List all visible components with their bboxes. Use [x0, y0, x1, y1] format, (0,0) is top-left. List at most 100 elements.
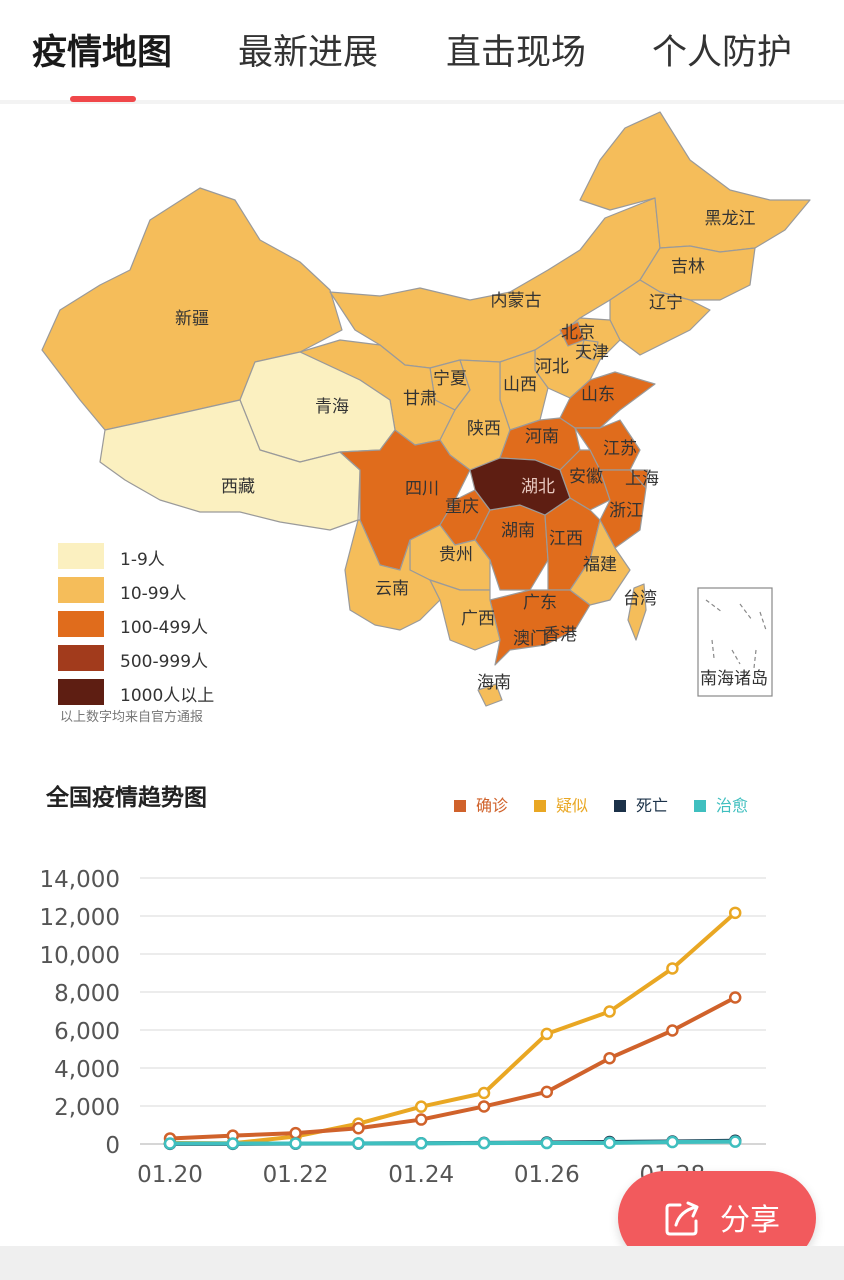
data-point[interactable] [226, 1137, 240, 1150]
data-point[interactable] [540, 1085, 554, 1099]
share-icon [665, 1201, 699, 1236]
region-liaoning[interactable] [609, 279, 711, 356]
province-label: 海南 [477, 673, 511, 693]
province-label: 澳门 [513, 629, 547, 649]
chart-legend-item-confirmed[interactable]: 确诊 [454, 792, 508, 816]
chart-title: 全国疫情趋势图 [46, 785, 207, 811]
x-tick-label: 01.20 [137, 1162, 203, 1188]
y-tick-label: 4,000 [54, 1057, 120, 1083]
legend-label-suspected: 疑似 [556, 796, 589, 815]
data-point[interactable] [477, 1086, 491, 1100]
data-point[interactable] [603, 1005, 616, 1018]
province-label: 江苏 [603, 439, 637, 459]
tab-personal-protection[interactable]: 个人防护 [652, 33, 793, 73]
series-line-1 [169, 911, 737, 1146]
province-label: 甘肃 [403, 389, 437, 409]
legend-item: 100-499人 [58, 611, 278, 638]
legend-swatch-confirmed [454, 799, 466, 812]
province-label: 天津 [575, 343, 609, 363]
data-point[interactable] [540, 1027, 554, 1041]
data-point[interactable] [666, 1135, 679, 1149]
tab-live-scene[interactable]: 直击现场 [446, 33, 587, 73]
data-point[interactable] [666, 1024, 679, 1037]
chart-legend-item-cured[interactable]: 治愈 [694, 792, 748, 816]
tab-latest-progress[interactable]: 最新进展 [238, 33, 379, 73]
province-label: 湖北 [521, 477, 555, 497]
data-point[interactable] [477, 1100, 491, 1113]
data-point[interactable] [352, 1137, 365, 1150]
data-point[interactable] [728, 906, 742, 920]
province-label: 青海 [315, 397, 349, 417]
legend-label-cured: 治愈 [716, 796, 749, 815]
region-hainan[interactable] [477, 683, 503, 707]
province-label: 四川 [405, 479, 439, 499]
bottom-bar [0, 1246, 844, 1280]
legend-swatch-suspected [534, 799, 546, 812]
south-china-sea-inset [697, 587, 773, 697]
legend-swatch [58, 645, 104, 671]
x-tick-label: 01.26 [514, 1162, 580, 1188]
chart-legend-item-deaths[interactable]: 死亡 [614, 792, 668, 816]
region-taiwan[interactable] [627, 583, 647, 641]
province-label: 内蒙古 [491, 291, 542, 311]
tab-epidemic-map[interactable]: 疫情地图 [32, 33, 173, 73]
legend-label-confirmed: 确诊 [476, 796, 509, 815]
legend-swatch [58, 611, 104, 637]
y-tick-label: 8,000 [54, 981, 120, 1007]
y-tick-label: 0 [105, 1133, 120, 1159]
province-label: 香港 [543, 625, 577, 645]
series-line-3 [170, 1139, 736, 1146]
data-point[interactable] [728, 991, 742, 1004]
data-point[interactable] [540, 1136, 554, 1150]
province-label: 重庆 [445, 497, 479, 517]
province-label: 山西 [503, 375, 537, 395]
province-label: 河南 [525, 427, 559, 447]
province-label: 广东 [523, 593, 557, 613]
province-label: 上海 [625, 469, 659, 489]
province-label: 安徽 [569, 467, 603, 487]
y-tick-label: 6,000 [54, 1019, 120, 1045]
legend-item: 10-99人 [58, 577, 278, 604]
data-point[interactable] [414, 1100, 428, 1113]
legend-label-deaths: 死亡 [636, 796, 669, 815]
legend-item: 1-9人 [58, 543, 278, 570]
data-point[interactable] [477, 1136, 491, 1150]
legend-swatch-cured [694, 799, 706, 812]
province-label: 黑龙江 [705, 209, 756, 229]
region-tibet[interactable] [99, 399, 361, 531]
data-point[interactable] [728, 1135, 742, 1148]
legend-item: 1000人以上 [58, 679, 278, 706]
region-guangxi[interactable] [429, 579, 501, 651]
legend-label: 1-9人 [120, 550, 165, 570]
data-point[interactable] [289, 1137, 302, 1150]
province-label: 福建 [583, 555, 617, 575]
active-tab-indicator [70, 96, 136, 102]
province-label: 辽宁 [649, 293, 683, 313]
legend-item: 500-999人 [58, 645, 278, 672]
data-point[interactable] [414, 1113, 428, 1126]
data-point[interactable] [289, 1126, 302, 1140]
province-label: 贵州 [439, 545, 473, 565]
province-label: 山东 [581, 385, 615, 405]
chart-legend-item-suspected[interactable]: 疑似 [534, 792, 588, 816]
data-point[interactable] [603, 1136, 616, 1150]
data-point[interactable] [352, 1121, 365, 1135]
province-label: 云南 [375, 579, 409, 599]
legend-swatch [58, 679, 104, 705]
series-line-0 [169, 995, 737, 1141]
region-tianjin[interactable] [579, 339, 599, 361]
legend-swatch [58, 577, 104, 603]
province-label: 湖南 [501, 521, 535, 541]
data-point[interactable] [603, 1051, 616, 1065]
map-source-note: 以上数字均来自官方通报 [60, 710, 204, 725]
data-point[interactable] [666, 962, 679, 975]
region-guangdong[interactable] [489, 589, 591, 666]
region-fujian[interactable] [569, 519, 631, 606]
data-point[interactable] [414, 1137, 428, 1150]
region-zhejiang[interactable] [599, 469, 647, 549]
data-point[interactable] [163, 1137, 177, 1150]
x-tick-label: 01.24 [388, 1162, 454, 1188]
region-hubei[interactable] [469, 457, 571, 516]
